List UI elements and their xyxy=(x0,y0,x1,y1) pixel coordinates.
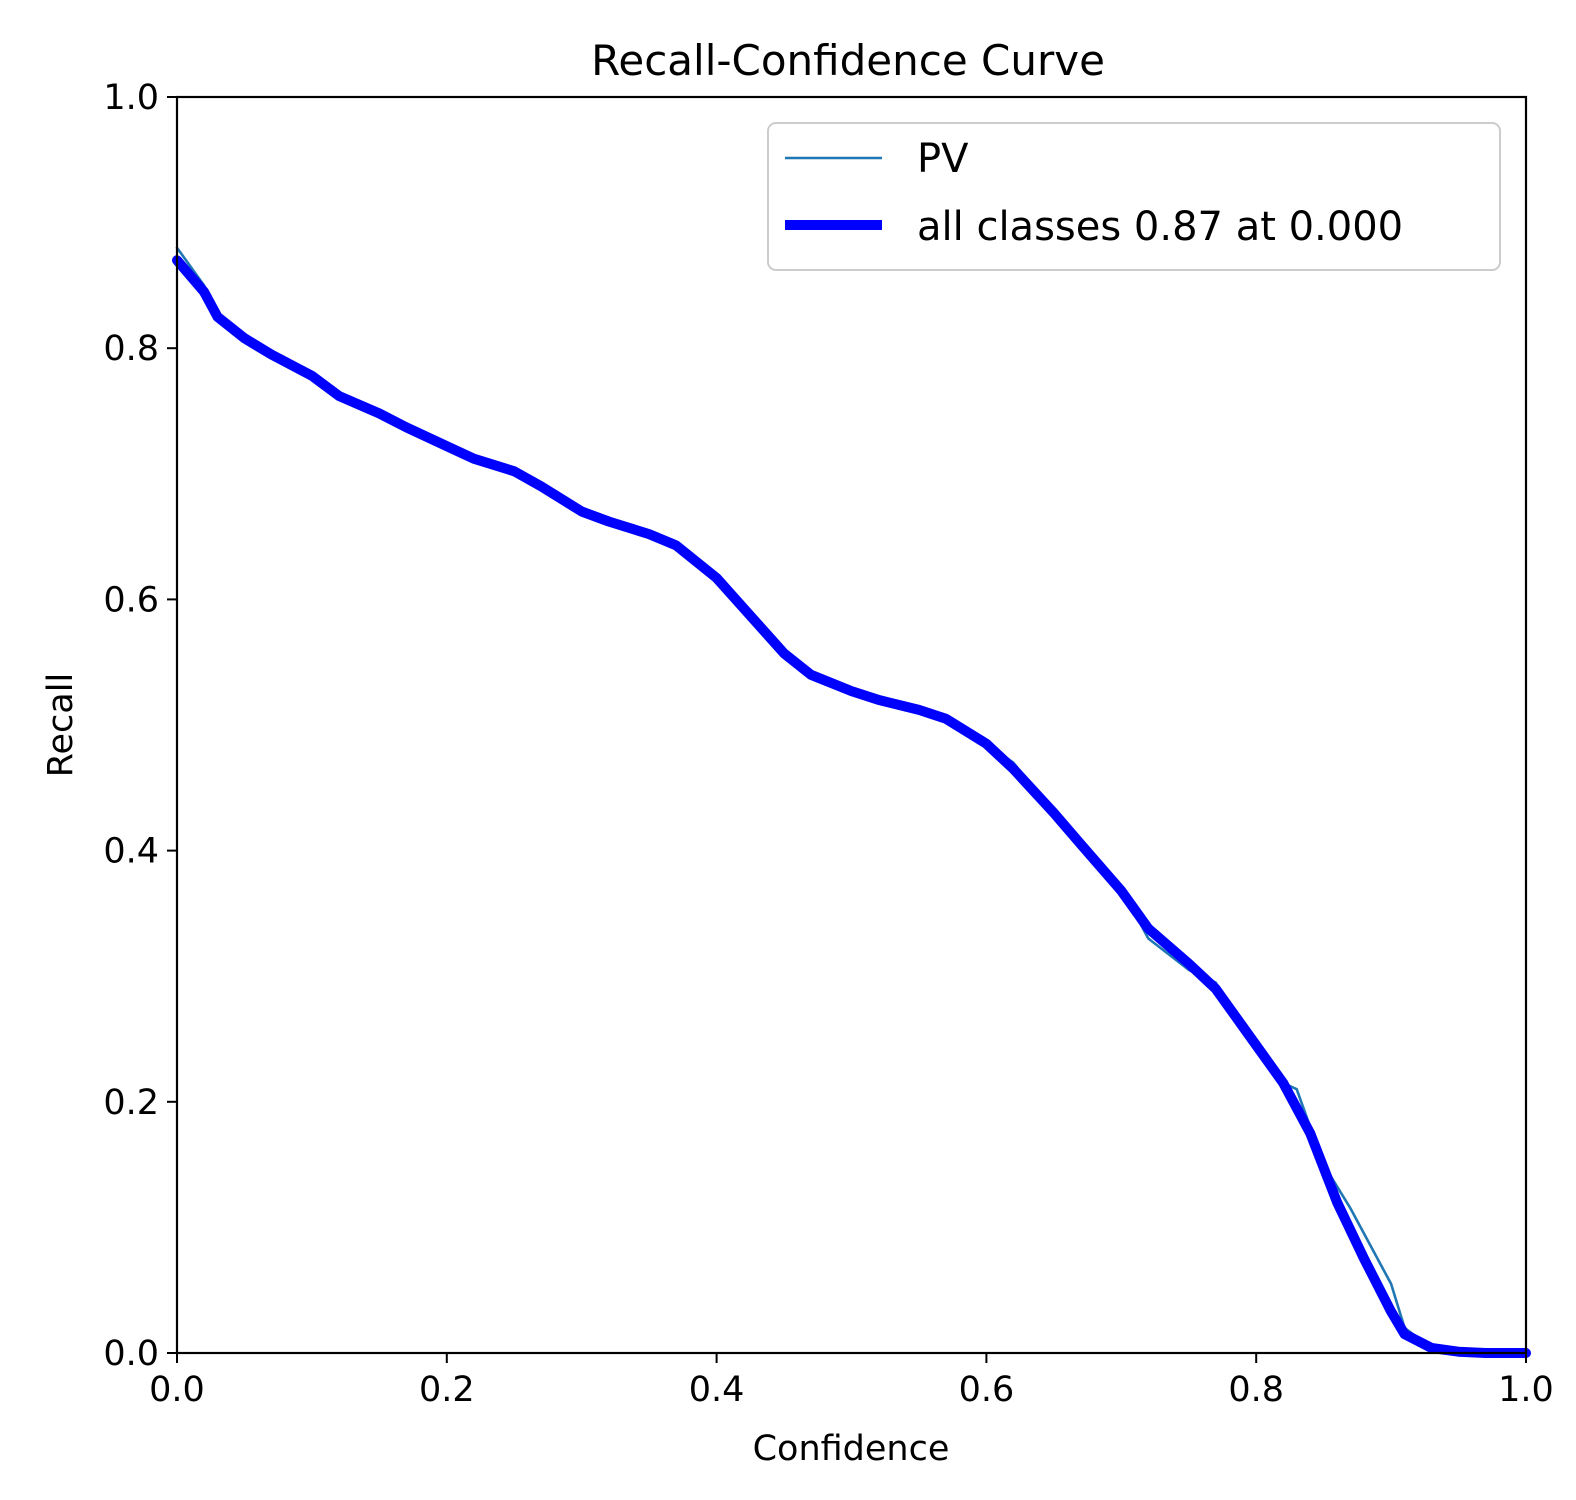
legend-label-pv: PV xyxy=(917,136,969,182)
x-tick-label: 0.0 xyxy=(149,1370,205,1410)
y-tick-label: 1.0 xyxy=(103,78,159,118)
plot-background xyxy=(177,97,1526,1353)
x-tick-label: 0.4 xyxy=(689,1370,745,1410)
x-tick-label: 0.2 xyxy=(419,1370,475,1410)
plot-frame xyxy=(175,95,1528,1355)
y-tick-label: 0.0 xyxy=(103,1334,159,1374)
y-tick-label: 0.2 xyxy=(103,1083,159,1123)
x-axis-label: Confidence xyxy=(753,1429,950,1469)
y-axis-label: Recall xyxy=(41,673,81,777)
x-tick-label: 0.8 xyxy=(1228,1370,1284,1410)
curves-layer xyxy=(172,246,1531,1358)
y-tick-label: 0.6 xyxy=(103,580,159,620)
y-axis-ticks: 0.0 0.2 0.4 0.6 0.8 1.0 xyxy=(103,78,177,1374)
y-tick-label: 0.8 xyxy=(103,329,159,369)
series-line-1 xyxy=(172,255,1531,1358)
x-tick-label: 0.6 xyxy=(959,1370,1015,1410)
legend: PV all classes 0.87 at 0.000 xyxy=(767,122,1501,271)
x-tick-label: 1.0 xyxy=(1498,1370,1554,1410)
legend-box xyxy=(767,122,1501,271)
y-tick-label: 0.4 xyxy=(103,832,159,872)
chart-title: Recall-Confidence Curve xyxy=(591,36,1105,85)
legend-label-all-classes: all classes 0.87 at 0.000 xyxy=(917,204,1403,250)
x-axis-ticks: 0.0 0.2 0.4 0.6 0.8 1.0 xyxy=(149,1353,1554,1410)
